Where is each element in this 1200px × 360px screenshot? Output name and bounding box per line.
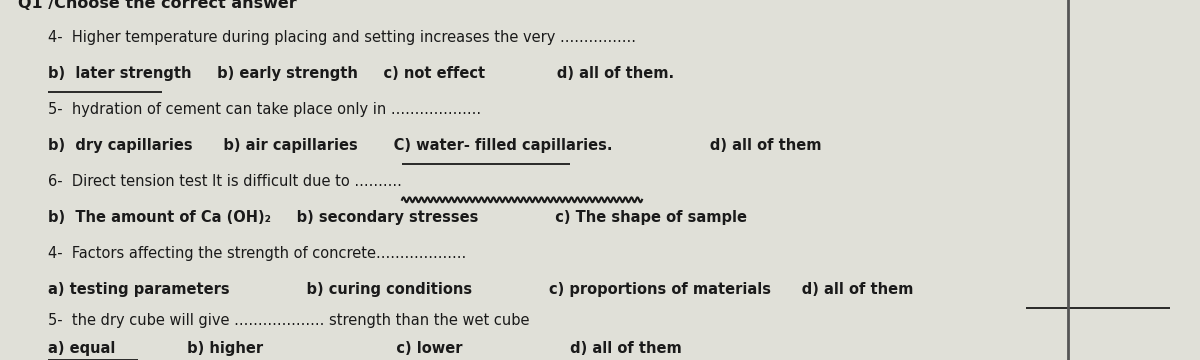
Text: 4-  Higher temperature during placing and setting increases the very ...........: 4- Higher temperature during placing and…	[48, 30, 636, 45]
Text: 5-  the dry cube will give ................... strength than the wet cube: 5- the dry cube will give ..............…	[48, 312, 529, 328]
Text: 5-  hydration of cement can take place only in ...................: 5- hydration of cement can take place on…	[48, 102, 481, 117]
Text: a) testing parameters               b) curing conditions               c) propor: a) testing parameters b) curing conditio…	[48, 282, 913, 297]
Text: b)  The amount of Ca (OH)₂     b) secondary stresses               c) The shape : b) The amount of Ca (OH)₂ b) secondary s…	[48, 210, 746, 225]
Text: 4-  Factors affecting the strength of concrete...................: 4- Factors affecting the strength of con…	[48, 246, 467, 261]
Text: a) equal              b) higher                          c) lower               : a) equal b) higher c) lower	[48, 341, 682, 356]
Text: b)  later strength     b) early strength     c) not effect              d) all o: b) later strength b) early strength c) n…	[48, 66, 674, 81]
Text: 6-  Direct tension test It is difficult due to ..........: 6- Direct tension test It is difficult d…	[48, 174, 402, 189]
Text: Q1 /Choose the correct answer: Q1 /Choose the correct answer	[18, 0, 296, 11]
Text: b)  dry capillaries      b) air capillaries       C) water- filled capillaries. : b) dry capillaries b) air capillaries C)…	[48, 138, 822, 153]
